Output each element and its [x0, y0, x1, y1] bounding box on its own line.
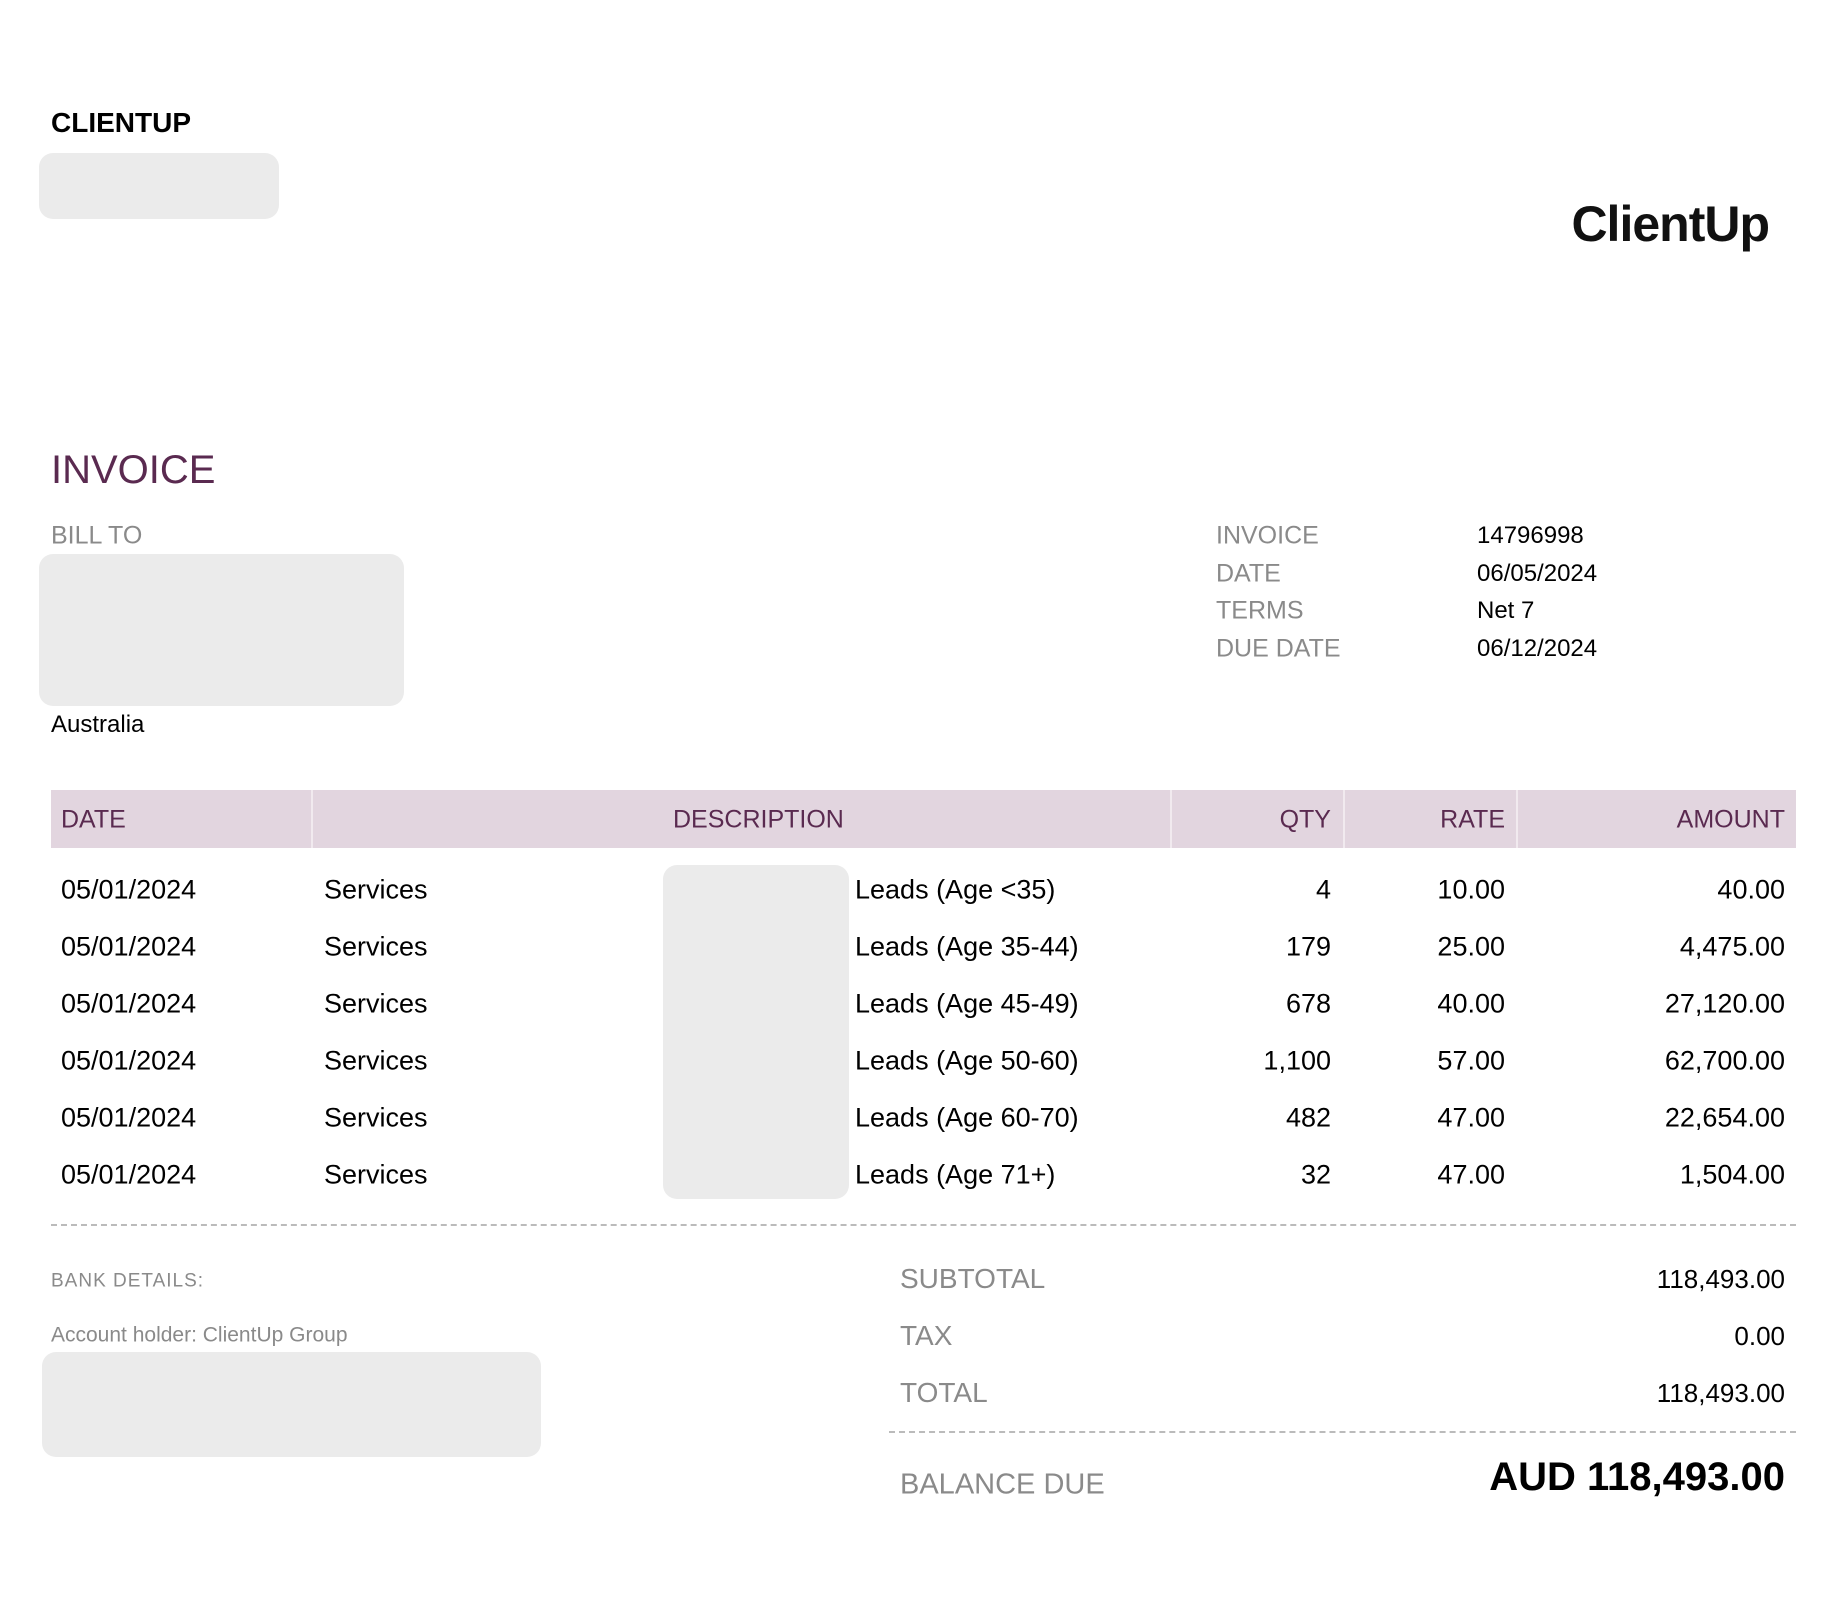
- row-amount: 40.00: [1717, 874, 1785, 905]
- bank-label: BANK DETAILS:: [51, 1270, 205, 1292]
- row-description: Leads (Age 35-44): [855, 931, 1079, 962]
- meta-label: DATE: [1216, 559, 1281, 588]
- row-date: 05/01/2024: [61, 988, 197, 1019]
- redacted: [39, 554, 404, 706]
- row-date: 05/01/2024: [61, 931, 197, 962]
- row-amount: 27,120.00: [1664, 988, 1785, 1019]
- meta-label: INVOICE: [1216, 521, 1319, 550]
- row-amount: 22,654.00: [1664, 1102, 1785, 1133]
- meta-label: DUE DATE: [1216, 634, 1341, 663]
- meta-value: 06/12/2024: [1477, 635, 1598, 663]
- row-type: Services: [324, 988, 428, 1019]
- row-description: Leads (Age 60-70): [855, 1102, 1079, 1133]
- row-type: Services: [324, 874, 428, 905]
- table-header: [51, 790, 1796, 848]
- total-value: 0.00: [1734, 1321, 1785, 1351]
- row-qty: 678: [1285, 988, 1331, 1019]
- row-rate: 25.00: [1437, 931, 1505, 962]
- row-qty: 179: [1285, 931, 1331, 962]
- redacted: [42, 1352, 541, 1457]
- row-amount: 62,700.00: [1664, 1045, 1785, 1076]
- meta-value: 14796998: [1477, 522, 1584, 549]
- total-label: TAX: [900, 1320, 953, 1351]
- balance-label: BALANCE DUE: [900, 1468, 1105, 1501]
- row-date: 05/01/2024: [61, 1045, 197, 1076]
- column-header: DATE: [61, 805, 126, 834]
- row-type: Services: [324, 1159, 428, 1190]
- row-qty: 1,100: [1263, 1045, 1331, 1076]
- redacted: [39, 153, 279, 219]
- total-label: SUBTOTAL: [900, 1263, 1046, 1294]
- total-value: 118,493.00: [1656, 1378, 1785, 1408]
- meta-value: Net 7: [1477, 597, 1535, 625]
- total-value: 118,493.00: [1656, 1264, 1785, 1294]
- row-date: 05/01/2024: [61, 1159, 197, 1190]
- row-rate: 47.00: [1437, 1159, 1505, 1190]
- row-rate: 57.00: [1437, 1045, 1505, 1076]
- bill-to-country: Australia: [51, 711, 145, 738]
- divider: [889, 1431, 1796, 1433]
- logo: ClientUp: [1571, 196, 1770, 252]
- row-description: Leads (Age <35): [855, 874, 1056, 905]
- row-qty: 32: [1300, 1159, 1331, 1190]
- row-qty: 4: [1315, 874, 1331, 905]
- row-date: 05/01/2024: [61, 874, 197, 905]
- invoice-title: INVOICE: [51, 448, 216, 492]
- bill-to-label: BILL TO: [51, 521, 143, 550]
- row-type: Services: [324, 1045, 428, 1076]
- meta-value: 06/05/2024: [1477, 559, 1598, 587]
- divider: [51, 1224, 1796, 1226]
- meta-label: TERMS: [1216, 596, 1304, 625]
- column-header: QTY: [1279, 805, 1331, 834]
- column-header: AMOUNT: [1676, 805, 1785, 834]
- row-rate: 10.00: [1437, 874, 1505, 905]
- row-rate: 47.00: [1437, 1102, 1505, 1133]
- row-type: Services: [324, 931, 428, 962]
- row-type: Services: [324, 1102, 428, 1133]
- column-header: RATE: [1440, 805, 1505, 834]
- row-description: Leads (Age 50-60): [855, 1045, 1079, 1076]
- row-amount: 4,475.00: [1679, 931, 1785, 962]
- balance-value: AUD 118,493.00: [1489, 1455, 1785, 1499]
- row-description: Leads (Age 45-49): [855, 988, 1079, 1019]
- row-qty: 482: [1285, 1102, 1331, 1133]
- row-rate: 40.00: [1437, 988, 1505, 1019]
- bank-holder: Account holder: ClientUp Group: [51, 1323, 348, 1347]
- row-description: Leads (Age 71+): [855, 1159, 1056, 1190]
- total-label: TOTAL: [900, 1377, 988, 1408]
- column-header: DESCRIPTION: [673, 805, 844, 834]
- redacted: [663, 865, 849, 1199]
- row-date: 05/01/2024: [61, 1102, 197, 1133]
- row-amount: 1,504.00: [1679, 1159, 1785, 1190]
- company-name: CLIENTUP: [51, 107, 191, 138]
